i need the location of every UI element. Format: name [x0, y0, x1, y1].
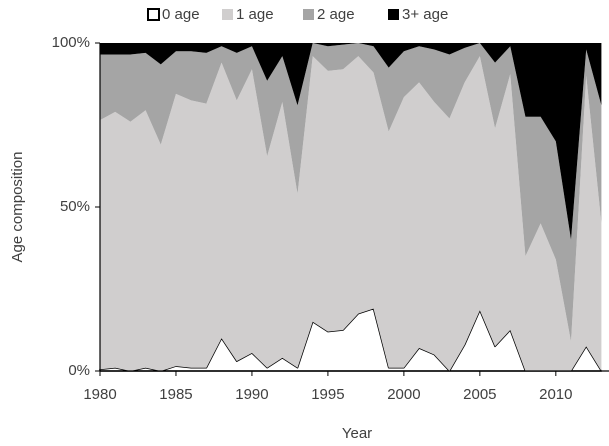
legend-label: 1 age	[236, 6, 274, 23]
x-tick-label: 2005	[463, 386, 496, 403]
x-tick-label: 2010	[539, 386, 572, 403]
y-tick-label: 0%	[68, 362, 90, 379]
y-tick-label: 50%	[60, 198, 90, 215]
x-tick-label: 1995	[311, 386, 344, 403]
legend-label: 0 age	[162, 6, 200, 23]
area	[100, 56, 602, 372]
x-tick-label: 2000	[387, 386, 420, 403]
area	[100, 43, 602, 342]
legend-swatch	[222, 9, 233, 20]
x-tick-label: 1980	[83, 386, 116, 403]
legend-swatch	[303, 9, 314, 20]
legend-label: 3+ age	[402, 6, 448, 23]
y-tick-label: 100%	[52, 34, 90, 51]
x-tick-label: 1990	[235, 386, 268, 403]
y-axis-label: Age composition	[9, 152, 26, 263]
legend-swatch	[388, 9, 399, 20]
legend-label: 2 age	[317, 6, 355, 23]
legend-swatch	[147, 8, 160, 21]
area	[100, 43, 602, 240]
x-axis-label: Year	[342, 425, 372, 442]
x-tick-label: 1985	[159, 386, 192, 403]
